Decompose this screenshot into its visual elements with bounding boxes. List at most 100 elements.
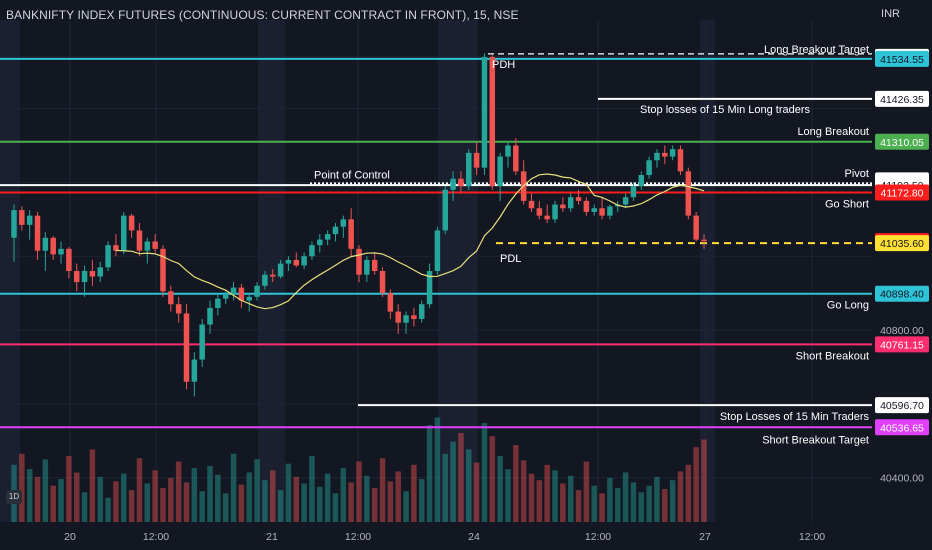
candle-body[interactable] bbox=[11, 210, 17, 238]
candle-body[interactable] bbox=[591, 208, 597, 212]
candle-body[interactable] bbox=[191, 359, 198, 382]
candle-body[interactable] bbox=[622, 197, 629, 205]
candle-body[interactable] bbox=[567, 197, 574, 209]
volume-bar bbox=[144, 483, 151, 522]
candle-body[interactable] bbox=[458, 178, 464, 187]
volume-bar bbox=[622, 472, 629, 522]
candle-body[interactable] bbox=[442, 189, 448, 231]
candle-body[interactable] bbox=[489, 56, 496, 187]
candle-body[interactable] bbox=[81, 271, 88, 283]
candle-body[interactable] bbox=[19, 210, 25, 225]
candle-body[interactable] bbox=[646, 160, 652, 176]
candle-body[interactable] bbox=[348, 219, 354, 249]
candle-body[interactable] bbox=[450, 178, 456, 190]
time-axis[interactable] bbox=[0, 522, 932, 550]
candle-body[interactable] bbox=[638, 175, 645, 187]
candle-body[interactable] bbox=[199, 324, 205, 360]
candle-body[interactable] bbox=[238, 287, 245, 301]
candle-body[interactable] bbox=[536, 208, 543, 216]
candle-body[interactable] bbox=[340, 219, 347, 227]
candle-body[interactable] bbox=[599, 208, 605, 216]
candle-body[interactable] bbox=[301, 256, 307, 266]
candle-body[interactable] bbox=[230, 287, 237, 295]
candle-body[interactable] bbox=[324, 234, 331, 240]
volume-bar bbox=[42, 459, 49, 522]
candle-body[interactable] bbox=[285, 259, 292, 264]
candle-body[interactable] bbox=[387, 293, 394, 312]
candle-body[interactable] bbox=[662, 152, 668, 157]
candle-body[interactable] bbox=[58, 248, 64, 255]
candle-body[interactable] bbox=[418, 304, 425, 319]
candle-body[interactable] bbox=[42, 237, 49, 251]
candle-body[interactable] bbox=[175, 304, 182, 314]
volume-bar bbox=[215, 474, 221, 522]
candle-body[interactable] bbox=[356, 248, 362, 275]
candle-body[interactable] bbox=[528, 200, 535, 209]
candle-body[interactable] bbox=[701, 239, 707, 242]
candle-body[interactable] bbox=[160, 248, 166, 292]
candle-body[interactable] bbox=[395, 311, 401, 323]
candle-body[interactable] bbox=[654, 152, 660, 161]
candle-body[interactable] bbox=[136, 230, 143, 251]
candle-body[interactable] bbox=[466, 152, 472, 187]
volume-bar bbox=[387, 481, 394, 522]
candle-body[interactable] bbox=[152, 241, 158, 249]
candle-body[interactable] bbox=[168, 291, 174, 305]
price-axis[interactable] bbox=[873, 0, 932, 550]
candle-body[interactable] bbox=[97, 267, 103, 277]
candle-body[interactable] bbox=[669, 149, 676, 157]
candle-body[interactable] bbox=[89, 271, 96, 277]
candle-body[interactable] bbox=[270, 274, 276, 277]
candle-body[interactable] bbox=[105, 245, 111, 268]
candle-body[interactable] bbox=[434, 230, 441, 271]
candle-body[interactable] bbox=[183, 313, 190, 382]
candle-body[interactable] bbox=[544, 215, 550, 220]
candle-body[interactable] bbox=[513, 145, 519, 172]
candle-body[interactable] bbox=[293, 259, 300, 266]
candle-body[interactable] bbox=[677, 149, 684, 172]
candle-body[interactable] bbox=[552, 204, 558, 220]
candle-body[interactable] bbox=[128, 215, 135, 231]
candle-body[interactable] bbox=[607, 206, 613, 216]
candle-body[interactable] bbox=[317, 239, 323, 246]
candle-body[interactable] bbox=[144, 241, 151, 251]
candle-body[interactable] bbox=[309, 245, 315, 257]
volume-bar bbox=[434, 417, 441, 522]
candle-body[interactable] bbox=[215, 298, 221, 308]
candle-body[interactable] bbox=[222, 294, 229, 299]
candle-body[interactable] bbox=[575, 197, 582, 201]
candle-body[interactable] bbox=[50, 237, 56, 255]
candle-body[interactable] bbox=[121, 215, 127, 251]
candle-body[interactable] bbox=[630, 186, 637, 198]
candle-body[interactable] bbox=[379, 271, 386, 294]
candle-body[interactable] bbox=[583, 200, 590, 212]
candle-body[interactable] bbox=[207, 307, 213, 325]
candle-body[interactable] bbox=[277, 263, 284, 277]
candle-body[interactable] bbox=[246, 296, 252, 301]
candle-body[interactable] bbox=[473, 152, 480, 168]
candle-body[interactable] bbox=[685, 171, 692, 216]
candle-body[interactable] bbox=[364, 259, 370, 275]
candle-body[interactable] bbox=[73, 271, 80, 283]
candle-body[interactable] bbox=[411, 315, 417, 319]
candle-body[interactable] bbox=[254, 285, 260, 297]
candle-body[interactable] bbox=[332, 226, 339, 235]
candle-body[interactable] bbox=[426, 271, 433, 305]
candle-body[interactable] bbox=[560, 204, 566, 209]
interval-badge[interactable]: 1D bbox=[6, 490, 22, 504]
candle-body[interactable] bbox=[262, 274, 268, 286]
candle-body[interactable] bbox=[505, 145, 511, 157]
candle-body[interactable] bbox=[693, 215, 699, 240]
candle-body[interactable] bbox=[497, 156, 503, 187]
candle-body[interactable] bbox=[34, 215, 41, 251]
candle-body[interactable] bbox=[66, 248, 72, 271]
candle-body[interactable] bbox=[403, 315, 409, 323]
volume-bar bbox=[191, 468, 198, 522]
label-pivot: Pivot bbox=[845, 168, 869, 180]
candle-body[interactable] bbox=[481, 56, 488, 168]
candle-body[interactable] bbox=[371, 259, 378, 271]
candle-body[interactable] bbox=[26, 215, 33, 225]
candle-body[interactable] bbox=[113, 245, 119, 251]
